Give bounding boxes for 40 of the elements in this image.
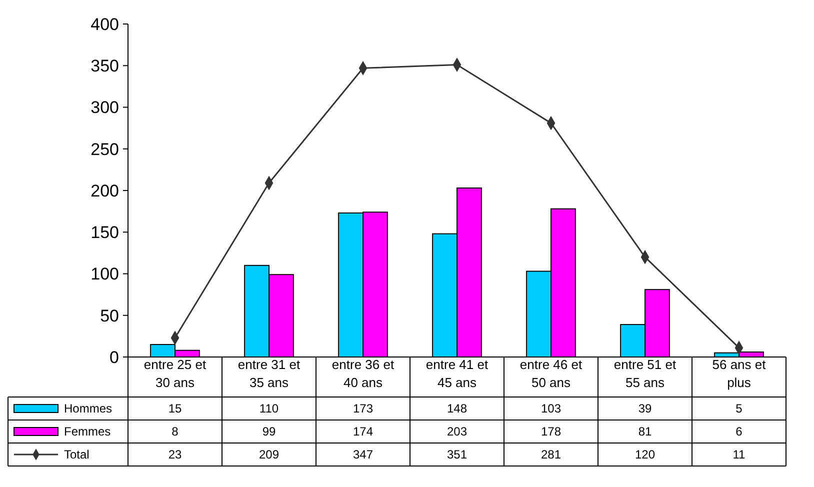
x-tick-label: entre 25 et 30 ans	[144, 357, 206, 390]
y-tick-label: 0	[110, 348, 119, 367]
x-tick-label: entre 36 et 40 ans	[332, 357, 394, 390]
data-label: 203	[446, 424, 468, 439]
data-label: 178	[540, 424, 562, 439]
legend-label: Total	[64, 448, 90, 462]
data-label: 351	[446, 448, 468, 462]
data-label: 6	[736, 424, 743, 439]
data-label: 120	[634, 448, 656, 462]
y-tick-label: 100	[90, 264, 119, 284]
y-tick-label: 50	[100, 306, 119, 326]
y-tick-label: 250	[90, 140, 119, 159]
x-tick-label: entre 51 et 55 ans	[614, 357, 676, 390]
legend-label: Hommes	[64, 402, 112, 416]
data-label: 5	[736, 402, 743, 416]
data-label: 11	[732, 448, 746, 462]
y-tick-label: 150	[90, 223, 119, 242]
x-tick-label: entre 46 et 50 ans	[520, 357, 582, 390]
data-label: 81	[638, 424, 652, 439]
data-label: 148	[446, 402, 468, 416]
data-label: 39	[638, 402, 652, 416]
data-label: 347	[352, 448, 374, 462]
data-label: 174	[352, 424, 374, 439]
y-tick-label: 300	[90, 98, 119, 118]
data-label: 15	[168, 402, 182, 416]
legend-label: Femmes	[64, 424, 111, 439]
data-label: 99	[262, 424, 276, 439]
y-tick-label: 400	[90, 14, 119, 34]
x-tick-label: 56 ans et plus	[712, 357, 766, 390]
y-tick-label: 350	[90, 56, 119, 76]
data-label: 23	[168, 448, 182, 462]
data-label: 173	[352, 402, 374, 416]
data-label: 281	[540, 448, 562, 462]
data-label: 209	[258, 448, 280, 462]
data-label: 103	[540, 402, 562, 416]
data-label: 8	[172, 424, 179, 439]
x-tick-label: entre 31 et 35 ans	[238, 357, 300, 390]
y-tick-label: 200	[90, 181, 119, 200]
x-tick-label: entre 41 et 45 ans	[426, 357, 488, 390]
data-label: 110	[259, 402, 279, 416]
